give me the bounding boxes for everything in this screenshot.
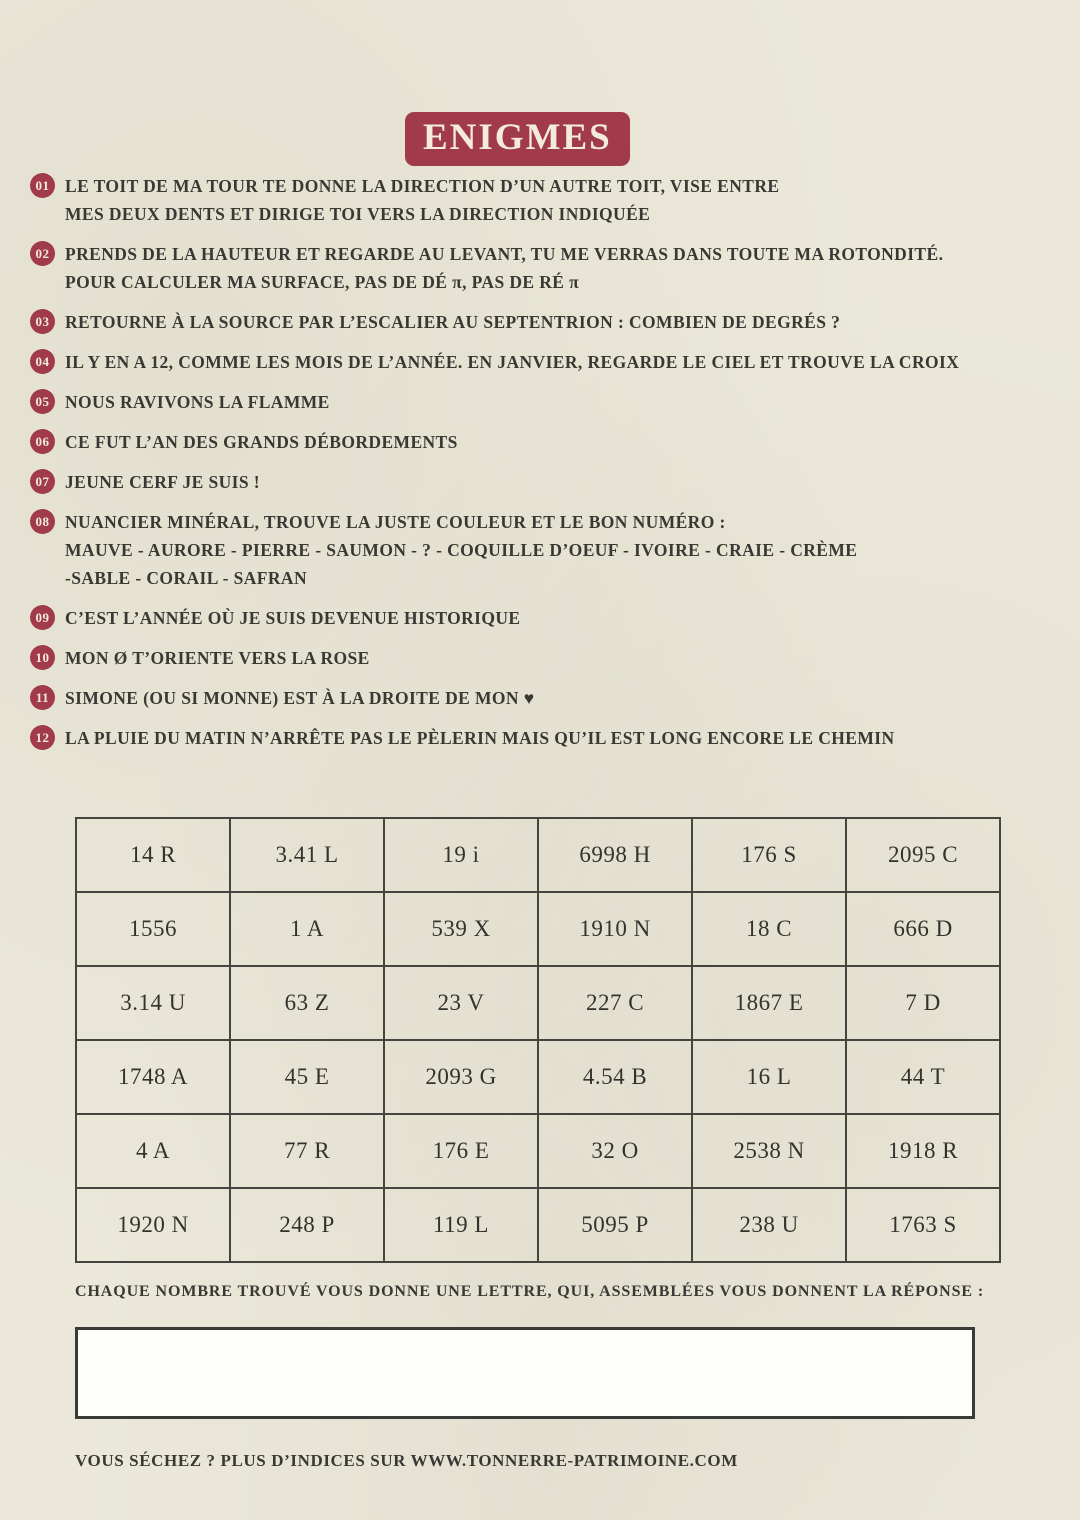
grid-cell: 6998 H (537, 817, 693, 893)
riddle-item-08: 08 NUANCIER MINÉRAL, TROUVE LA JUSTE COU… (30, 508, 1080, 592)
table-row: 1556 1 A 539 X 1910 N 18 C 666 D (75, 891, 1001, 967)
grid-cell: 539 X (383, 891, 539, 967)
grid-cell: 3.14 U (75, 965, 231, 1041)
riddle-item-01: 01 LE TOIT DE MA TOUR TE DONNE LA DIRECT… (30, 172, 1080, 228)
riddle-text-line: IL Y EN A 12, COMME LES MOIS DE L’ANNÉE.… (65, 352, 960, 372)
riddle-text-line: RETOURNE À LA SOURCE PAR L’ESCALIER AU S… (65, 312, 841, 332)
grid-cell: 119 L (383, 1187, 539, 1263)
riddle-number-badge: 11 (30, 685, 55, 710)
grid-cell: 1 A (229, 891, 385, 967)
riddle-number-badge: 08 (30, 509, 55, 534)
grid-cell: 3.41 L (229, 817, 385, 893)
table-row: 14 R 3.41 L 19 i 6998 H 176 S 2095 C (75, 817, 1001, 893)
riddle-text-line: POUR CALCULER MA SURFACE, PAS DE DÉ π, P… (65, 272, 580, 292)
grid-cell: 77 R (229, 1113, 385, 1189)
riddle-text-line: LA PLUIE DU MATIN N’ARRÊTE PAS LE PÈLERI… (65, 728, 895, 748)
riddle-number-badge: 02 (30, 241, 55, 266)
riddle-list: 01 LE TOIT DE MA TOUR TE DONNE LA DIRECT… (0, 172, 1080, 752)
grid-cell: 176 E (383, 1113, 539, 1189)
riddle-item-12: 12 LA PLUIE DU MATIN N’ARRÊTE PAS LE PÈL… (30, 724, 1080, 752)
grid-cell: 1918 R (845, 1113, 1001, 1189)
grid-cell: 16 L (691, 1039, 847, 1115)
grid-cell: 7 D (845, 965, 1001, 1041)
table-row: 1920 N 248 P 119 L 5095 P 238 U 1763 S (75, 1187, 1001, 1263)
riddle-text-line: JEUNE CERF JE SUIS ! (65, 472, 261, 492)
grid-cell: 4 A (75, 1113, 231, 1189)
table-row: 4 A 77 R 176 E 32 O 2538 N 1918 R (75, 1113, 1001, 1189)
grid-cell: 18 C (691, 891, 847, 967)
grid-cell: 1867 E (691, 965, 847, 1041)
grid-cell: 2095 C (845, 817, 1001, 893)
riddle-text-line: C’EST L’ANNÉE OÙ JE SUIS DEVENUE HISTORI… (65, 608, 521, 628)
riddle-item-11: 11 SIMONE (OU SI MONNE) EST À LA DROITE … (30, 684, 1080, 712)
riddle-text-line: LE TOIT DE MA TOUR TE DONNE LA DIRECTION… (65, 176, 780, 196)
grid-cell: 32 O (537, 1113, 693, 1189)
grid-cell: 666 D (845, 891, 1001, 967)
grid-cell: 1910 N (537, 891, 693, 967)
riddle-text-line: PRENDS DE LA HAUTEUR ET REGARDE AU LEVAN… (65, 244, 944, 264)
letter-grid: 14 R 3.41 L 19 i 6998 H 176 S 2095 C 155… (75, 817, 1001, 1263)
riddle-number-badge: 12 (30, 725, 55, 750)
riddle-number-badge: 06 (30, 429, 55, 454)
instruction-text: CHAQUE NOMBRE TROUVÉ VOUS DONNE UNE LETT… (75, 1283, 985, 1300)
riddle-number-badge: 03 (30, 309, 55, 334)
riddle-text-line: MAUVE - AURORE - PIERRE - SAUMON - ? - C… (65, 540, 858, 560)
riddle-text-line: NOUS RAVIVONS LA FLAMME (65, 392, 330, 412)
riddle-text-line: SIMONE (OU SI MONNE) EST À LA DROITE DE … (65, 688, 535, 708)
riddle-text-line: MON Ø T’ORIENTE VERS LA ROSE (65, 648, 370, 668)
riddle-item-10: 10 MON Ø T’ORIENTE VERS LA ROSE (30, 644, 1080, 672)
grid-cell: 1763 S (845, 1187, 1001, 1263)
grid-cell: 4.54 B (537, 1039, 693, 1115)
grid-cell: 45 E (229, 1039, 385, 1115)
grid-cell: 176 S (691, 817, 847, 893)
grid-cell: 2538 N (691, 1113, 847, 1189)
grid-cell: 227 C (537, 965, 693, 1041)
grid-cell: 19 i (383, 817, 539, 893)
grid-cell: 44 T (845, 1039, 1001, 1115)
riddle-text-line: MES DEUX DENTS ET DIRIGE TOI VERS LA DIR… (65, 204, 651, 224)
riddle-number-badge: 01 (30, 173, 55, 198)
riddle-text-line: CE FUT L’AN DES GRANDS DÉBORDEMENTS (65, 432, 458, 452)
riddle-number-badge: 04 (30, 349, 55, 374)
riddle-item-03: 03 RETOURNE À LA SOURCE PAR L’ESCALIER A… (30, 308, 1080, 336)
riddle-item-04: 04 IL Y EN A 12, COMME LES MOIS DE L’ANN… (30, 348, 1080, 376)
hint-footer: VOUS SÉCHEZ ? PLUS D’INDICES SUR WWW.TON… (75, 1451, 738, 1470)
grid-cell: 238 U (691, 1187, 847, 1263)
grid-cell: 5095 P (537, 1187, 693, 1263)
riddle-item-02: 02 PRENDS DE LA HAUTEUR ET REGARDE AU LE… (30, 240, 1080, 296)
grid-cell: 248 P (229, 1187, 385, 1263)
grid-cell: 1748 A (75, 1039, 231, 1115)
page-title: ENIGMES (405, 112, 630, 166)
riddle-item-07: 07 JEUNE CERF JE SUIS ! (30, 468, 1080, 496)
riddle-number-badge: 10 (30, 645, 55, 670)
answer-box[interactable] (75, 1327, 975, 1419)
riddle-number-badge: 09 (30, 605, 55, 630)
riddle-item-05: 05 NOUS RAVIVONS LA FLAMME (30, 388, 1080, 416)
riddle-number-badge: 05 (30, 389, 55, 414)
grid-cell: 2093 G (383, 1039, 539, 1115)
table-row: 3.14 U 63 Z 23 V 227 C 1867 E 7 D (75, 965, 1001, 1041)
grid-cell: 63 Z (229, 965, 385, 1041)
grid-cell: 1556 (75, 891, 231, 967)
grid-cell: 14 R (75, 817, 231, 893)
riddle-item-09: 09 C’EST L’ANNÉE OÙ JE SUIS DEVENUE HIST… (30, 604, 1080, 632)
grid-cell: 23 V (383, 965, 539, 1041)
riddle-text-line: -SABLE - CORAIL - SAFRAN (65, 568, 307, 588)
riddle-text-line: NUANCIER MINÉRAL, TROUVE LA JUSTE COULEU… (65, 512, 726, 532)
riddle-number-badge: 07 (30, 469, 55, 494)
grid-cell: 1920 N (75, 1187, 231, 1263)
table-row: 1748 A 45 E 2093 G 4.54 B 16 L 44 T (75, 1039, 1001, 1115)
riddle-item-06: 06 CE FUT L’AN DES GRANDS DÉBORDEMENTS (30, 428, 1080, 456)
